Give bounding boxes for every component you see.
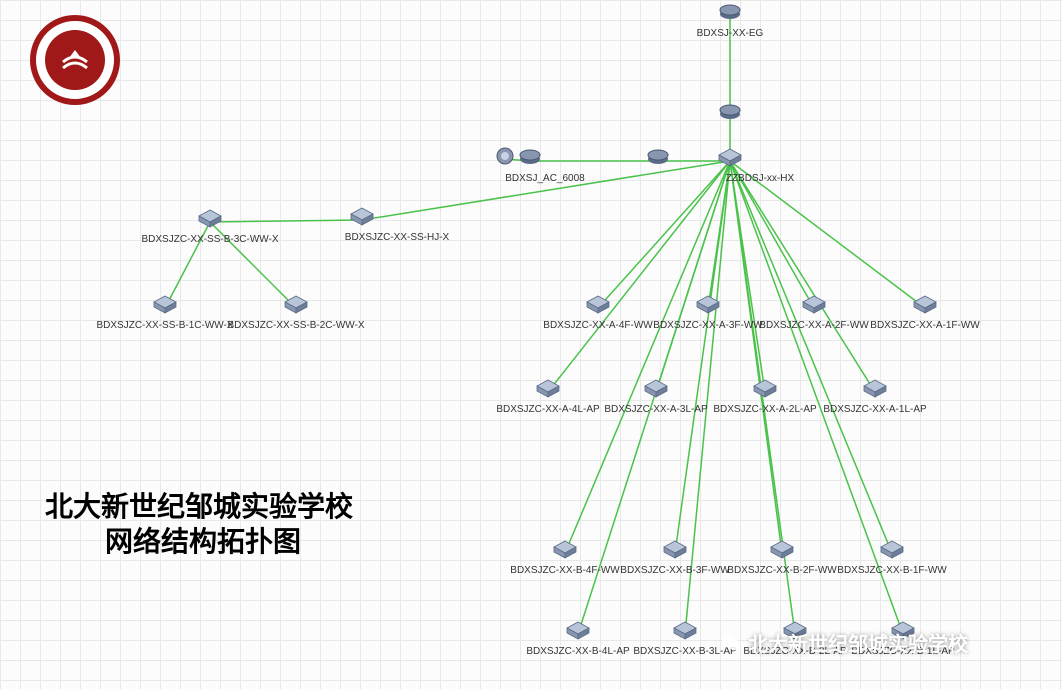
node-label-ss1c: BDXSJZC-XX-SS-B-1C-WW-X	[96, 320, 233, 331]
node-label-ss2c: BDXSJZC-XX-SS-B-2C-WW-X	[227, 320, 364, 331]
node-r1[interactable]	[648, 150, 668, 164]
watermark: 北大新世纪邹城实验学校	[720, 628, 968, 657]
node-label-b4l: BDXSJZC-XX-B-4L-AP	[526, 646, 629, 657]
node-label-b2f: BDXSJZC-XX-B-2F-WW	[727, 565, 836, 576]
node-b4l[interactable]	[567, 622, 589, 639]
edge	[362, 161, 730, 220]
node-b1f[interactable]	[881, 541, 903, 558]
node-a1l[interactable]	[864, 380, 886, 397]
node-a2f[interactable]	[803, 296, 825, 313]
node-ss3c[interactable]	[199, 210, 221, 227]
edge	[730, 161, 892, 553]
node-a2l[interactable]	[754, 380, 776, 397]
node-label-a1f: BDXSJZC-XX-A-1F-WW	[870, 320, 979, 331]
node-label-b4f: BDXSJZC-XX-B-4F-WW	[510, 565, 619, 576]
edge	[210, 220, 362, 222]
node-ac[interactable]	[497, 148, 513, 164]
node-label-b1f: BDXSJZC-XX-B-1F-WW	[837, 565, 946, 576]
node-mid1[interactable]	[720, 105, 740, 119]
node-b2f[interactable]	[771, 541, 793, 558]
node-label-ac: BDXSJ_AC_6008	[505, 173, 585, 184]
node-b3f[interactable]	[664, 541, 686, 558]
node-b3l[interactable]	[674, 622, 696, 639]
edge	[598, 161, 730, 308]
title-line1: 北大新世纪邹城实验学校	[45, 485, 353, 525]
node-label-a4l: BDXSJZC-XX-A-4L-AP	[496, 404, 599, 415]
node-label-a3f: BDXSJZC-XX-A-3F-WW	[653, 320, 762, 331]
edge	[565, 161, 730, 553]
node-label-sshj: BDXSJZC-XX-SS-HJ-X	[345, 232, 449, 243]
node-label-hx: ZZBDSJ-xx-HX	[726, 173, 794, 184]
node-label-a4f: BDXSJZC-XX-A-4F-WW	[543, 320, 652, 331]
node-label-b3f: BDXSJZC-XX-B-3F-WW	[620, 565, 729, 576]
node-label-ss3c: BDXSJZC-XX-SS-B-3C-WW-X	[141, 234, 278, 245]
node-ss1c[interactable]	[154, 296, 176, 313]
node-sshj[interactable]	[351, 208, 373, 225]
wechat-icon	[720, 632, 742, 654]
node-a3l[interactable]	[645, 380, 667, 397]
watermark-text: 北大新世纪邹城实验学校	[748, 628, 968, 657]
node-label-a2f: BDXSJZC-XX-A-2F-WW	[759, 320, 868, 331]
node-label-a1l: BDXSJZC-XX-A-1L-AP	[823, 404, 926, 415]
node-ss2c[interactable]	[285, 296, 307, 313]
node-r2[interactable]	[520, 150, 540, 164]
node-eg[interactable]	[720, 5, 740, 19]
edge	[730, 161, 903, 634]
node-hx[interactable]	[719, 149, 741, 166]
topology-canvas	[0, 0, 1062, 689]
node-label-a3l: BDXSJZC-XX-A-3L-AP	[604, 404, 707, 415]
node-a1f[interactable]	[914, 296, 936, 313]
title-line2: 网络结构拓扑图	[105, 520, 301, 560]
node-label-eg: BDXSJ-XX-EG	[697, 28, 764, 39]
edge	[730, 161, 795, 634]
node-label-a2l: BDXSJZC-XX-A-2L-AP	[713, 404, 816, 415]
node-b4f[interactable]	[554, 541, 576, 558]
